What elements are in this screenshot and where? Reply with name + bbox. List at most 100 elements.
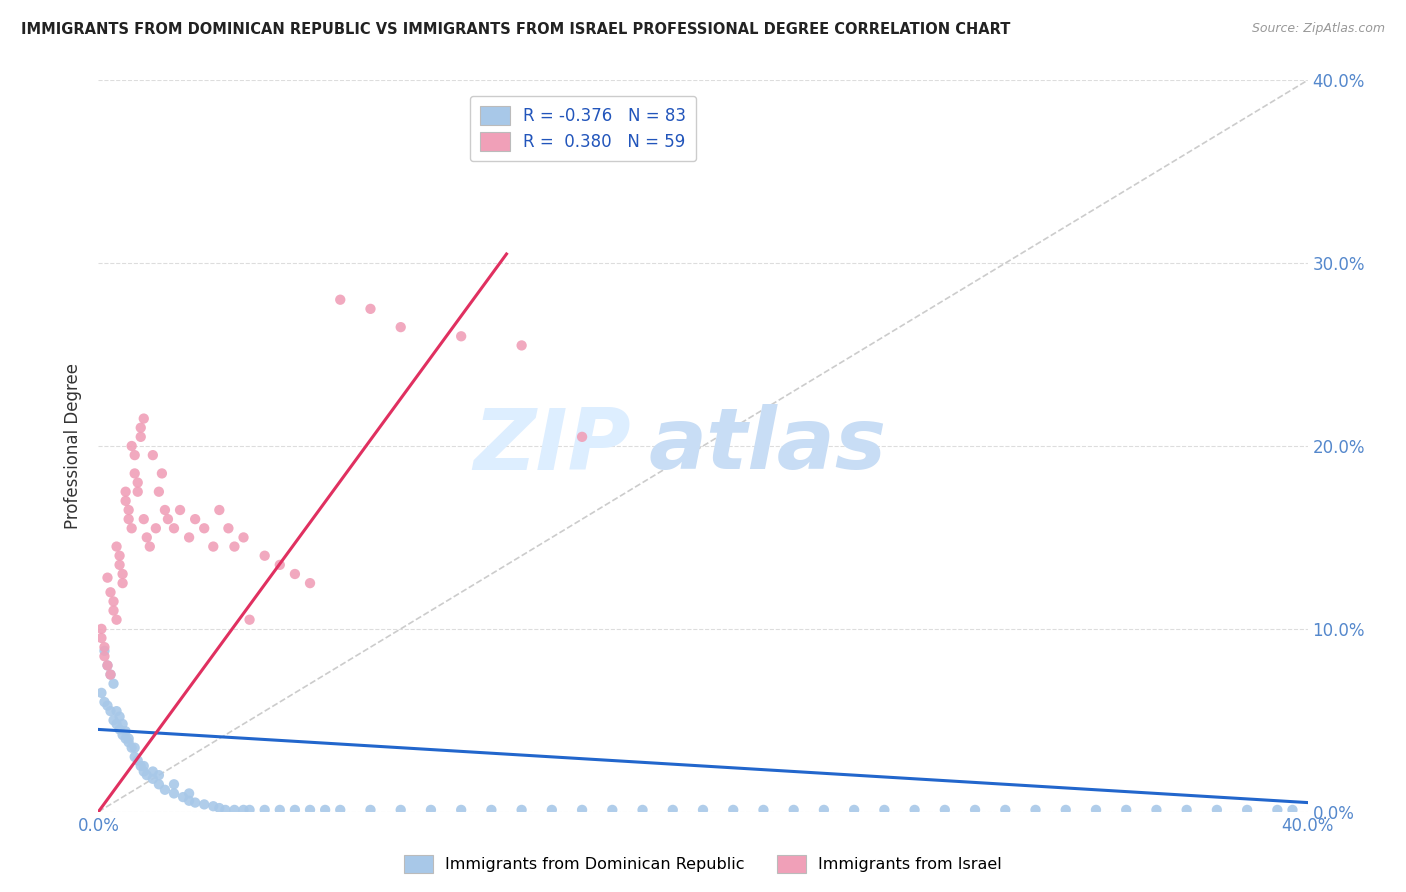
Legend: Immigrants from Dominican Republic, Immigrants from Israel: Immigrants from Dominican Republic, Immi… [398, 848, 1008, 880]
Point [135, 530, 157, 544]
Point [360, 301, 382, 316]
Point [100, 704, 122, 718]
Point [100, 585, 122, 599]
Point [114, 484, 136, 499]
Point [1085, 803, 1108, 817]
Point [510, 803, 533, 817]
Point [1024, 803, 1046, 817]
Point [114, 731, 136, 746]
Point [142, 764, 165, 779]
Point [510, 338, 533, 352]
Point [420, 803, 443, 817]
Point [783, 803, 806, 817]
Point [132, 411, 155, 425]
Point [132, 512, 155, 526]
Point [1281, 803, 1303, 817]
Point [114, 494, 136, 508]
Point [1267, 803, 1289, 817]
Point [224, 540, 246, 554]
Point [172, 790, 194, 805]
Point [284, 567, 307, 582]
Point [111, 576, 134, 591]
Point [124, 740, 146, 755]
Text: atlas: atlas [648, 404, 887, 488]
Point [450, 803, 472, 817]
Point [481, 803, 503, 817]
Point [179, 794, 201, 808]
Point [1144, 803, 1167, 817]
Point [93, 640, 115, 655]
Point [389, 803, 412, 817]
Point [127, 475, 149, 490]
Point [1175, 803, 1198, 817]
Point [132, 759, 155, 773]
Point [360, 803, 382, 817]
Point [124, 467, 146, 481]
Point [284, 803, 307, 817]
Point [1054, 803, 1077, 817]
Point [873, 803, 896, 817]
Point [752, 803, 775, 817]
Point [269, 803, 291, 817]
Point [329, 293, 352, 307]
Point [1206, 803, 1229, 817]
Point [184, 512, 207, 526]
Point [329, 803, 352, 817]
Point [813, 803, 835, 817]
Point [661, 803, 683, 817]
Point [723, 803, 745, 817]
Point [139, 540, 162, 554]
Point [179, 530, 201, 544]
Text: ZIP: ZIP [472, 404, 630, 488]
Point [90, 631, 112, 645]
Point [153, 503, 176, 517]
Point [135, 768, 157, 782]
Point [118, 512, 141, 526]
Point [692, 803, 714, 817]
Point [132, 764, 155, 779]
Point [105, 540, 128, 554]
Point [121, 439, 143, 453]
Point [299, 803, 322, 817]
Point [142, 448, 165, 462]
Point [124, 448, 146, 462]
Point [904, 803, 927, 817]
Point [93, 644, 115, 658]
Point [111, 717, 134, 731]
Point [934, 803, 956, 817]
Point [118, 503, 141, 517]
Point [105, 717, 128, 731]
Point [232, 530, 254, 544]
Point [163, 521, 186, 535]
Point [314, 803, 336, 817]
Point [232, 803, 254, 817]
Point [169, 503, 191, 517]
Point [994, 803, 1017, 817]
Point [108, 549, 131, 563]
Point [108, 723, 131, 737]
Point [179, 787, 201, 801]
Point [111, 567, 134, 582]
Point [118, 731, 141, 746]
Point [103, 676, 125, 690]
Point [540, 803, 562, 817]
Point [184, 796, 207, 810]
Point [156, 512, 179, 526]
Text: IMMIGRANTS FROM DOMINICAN REPUBLIC VS IMMIGRANTS FROM ISRAEL PROFESSIONAL DEGREE: IMMIGRANTS FROM DOMINICAN REPUBLIC VS IM… [21, 22, 1011, 37]
Point [202, 540, 225, 554]
Point [124, 749, 146, 764]
Point [100, 667, 122, 681]
Point [1236, 803, 1258, 817]
Point [450, 329, 472, 343]
Point [208, 503, 231, 517]
Point [844, 803, 866, 817]
Point [90, 686, 112, 700]
Point [127, 754, 149, 768]
Point [965, 803, 987, 817]
Point [129, 421, 152, 435]
Point [202, 799, 225, 814]
Point [253, 549, 276, 563]
Point [121, 521, 143, 535]
Point [193, 797, 215, 812]
Point [108, 558, 131, 572]
